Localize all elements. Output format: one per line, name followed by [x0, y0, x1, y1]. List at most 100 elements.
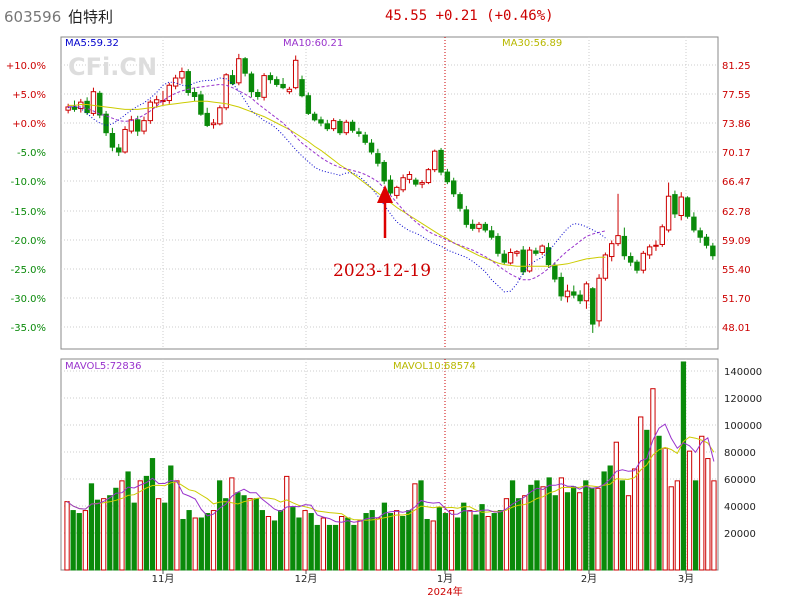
volume-bar-down [314, 524, 320, 571]
candle-up [153, 99, 160, 104]
candle-down [368, 142, 375, 153]
candle-down [545, 247, 552, 266]
volume-tick-label: 120000 [724, 394, 762, 405]
quote-text: 45.55 +0.21 (+0.46%) [385, 8, 554, 24]
volume-bar-down [94, 499, 101, 571]
candle-down [97, 92, 103, 116]
candle-down [691, 216, 697, 231]
volume-bar-down [125, 471, 131, 571]
candle-down [324, 123, 331, 130]
x-year-label: 2024年 [427, 585, 462, 598]
volume-bar-up [631, 468, 638, 571]
candle-up [330, 120, 337, 130]
candle-down [204, 112, 210, 126]
watermark: CFi.CN [68, 53, 157, 81]
volume-bar-down [186, 510, 192, 571]
volume-bar-up [686, 450, 693, 571]
volume-bar-up [711, 480, 717, 571]
candle-down [191, 91, 198, 98]
volume-bar-down [369, 510, 375, 571]
candle-up [292, 59, 299, 89]
volume-bar-down [363, 513, 369, 571]
candle-down [533, 250, 539, 254]
legend-ma10: MA10:60.21 [283, 38, 343, 49]
candle-up [160, 100, 166, 103]
candle-down [444, 171, 451, 183]
candle-up [223, 74, 229, 109]
volume-bars [64, 361, 717, 571]
candle-down [457, 194, 463, 209]
volume-bar-down [271, 520, 278, 571]
x-tick-label: 1月 [437, 573, 453, 585]
candle-up [425, 169, 432, 184]
left-tick-label: +5.0% [12, 90, 46, 101]
candle-down [311, 113, 318, 121]
right-tick-label: 66.47 [722, 177, 751, 188]
volume-bar-up [662, 447, 668, 571]
candle-down [229, 75, 236, 85]
candle-down [552, 264, 558, 280]
candle-down [299, 79, 305, 97]
volume-bar-up [82, 510, 88, 571]
candle-up [128, 119, 135, 132]
candle-down [375, 153, 381, 164]
candle-down [672, 194, 678, 215]
candle-down [134, 119, 141, 132]
candle-down [103, 113, 109, 134]
candle-down [697, 230, 703, 238]
price-panel-frame [60, 36, 719, 350]
candle-down [463, 209, 470, 225]
candle-down [248, 73, 255, 93]
legend-ma30: MA30:56.89 [502, 38, 562, 49]
volume-bar-up [699, 435, 705, 571]
volume-bar-down [290, 507, 296, 571]
candle-up [394, 186, 400, 196]
volume-bar-down [442, 513, 449, 571]
volume-bar-down [76, 513, 82, 571]
volume-bar-down [235, 492, 241, 571]
volume-bar-down [570, 486, 577, 571]
candle-up [640, 252, 647, 271]
x-tick-label: 2月 [581, 573, 597, 585]
candle-up [596, 277, 602, 322]
volume-bar-up [192, 517, 198, 571]
candle-down [381, 161, 387, 182]
candle-up [615, 235, 621, 245]
candle-up [539, 245, 545, 254]
volume-bar-up [229, 477, 235, 571]
volume-bar-down [509, 480, 516, 571]
volume-bar-up [577, 492, 583, 571]
volume-bar-down [278, 510, 284, 571]
volume-tick-label: 80000 [724, 448, 756, 459]
volume-bar-up [595, 487, 601, 571]
volume-axis-ticks: 140000 120000 100000 80000 60000 40000 20000 [724, 367, 762, 540]
volume-bar-down [564, 492, 571, 571]
candle-up [514, 251, 520, 254]
volume-bar-down [406, 510, 412, 571]
volume-bar-down [601, 471, 607, 571]
candle-down [469, 223, 476, 229]
ma10-line [68, 83, 606, 281]
candle-down [482, 223, 489, 231]
candle-up [678, 196, 684, 217]
candle-down [710, 245, 716, 257]
annotation-date: 2023-12-19 [333, 261, 431, 281]
volume-tick-label: 40000 [724, 502, 756, 513]
candle-down [621, 235, 628, 257]
candle-down [198, 94, 204, 115]
left-tick-label: -10.0% [11, 177, 46, 188]
x-tick-label: 12月 [295, 573, 318, 585]
volume-bar-up [558, 477, 565, 571]
candle-down [109, 132, 116, 148]
left-tick-label: -20.0% [11, 236, 46, 247]
candle-down [590, 288, 596, 325]
volume-bar-down [198, 517, 204, 571]
volume-bar-down [113, 487, 119, 571]
candle-up [210, 122, 217, 126]
candle-down [362, 134, 368, 143]
candle-up [286, 88, 293, 93]
volume-bar-down [583, 480, 589, 571]
volume-bar-up [210, 510, 217, 571]
ma5-line [68, 77, 606, 293]
volume-bar-down [491, 513, 497, 571]
